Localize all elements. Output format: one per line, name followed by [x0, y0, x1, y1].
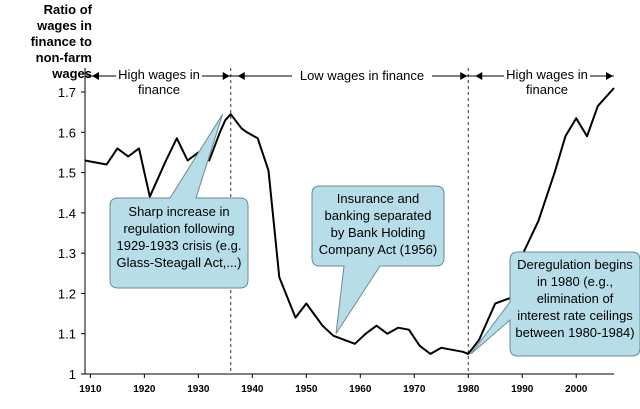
- x-tick-label: 1910: [79, 384, 102, 395]
- y-tick-label: 1.4: [58, 206, 76, 221]
- y-tick-label: 1.3: [58, 246, 76, 261]
- callout-text-glass-steagall: Sharp increase in regulation following 1…: [116, 204, 242, 270]
- callout-deregulation: [470, 251, 640, 357]
- tick-labels: 1 1.1 1.2 1.3 1.4 1.5 1.6 1.7 1910 1920 1930 1940 19…: [58, 85, 588, 395]
- y-tick-label: 1.2: [58, 286, 76, 301]
- arrow-head: [475, 72, 483, 80]
- axes: [84, 68, 614, 375]
- era-label-low-wages: Low wages in finance: [299, 68, 425, 83]
- x-tick-label: 1950: [295, 384, 318, 395]
- callout-text-bhc-act: Insurance and banking separated by Bank …: [318, 191, 438, 257]
- arrow-head: [222, 72, 230, 80]
- arrow-head: [237, 72, 245, 80]
- x-tick-label: 1970: [403, 384, 426, 395]
- y-tick-label: 1.5: [58, 166, 76, 181]
- y-tick-label: 1.6: [58, 125, 76, 140]
- y-tick-label: 1.1: [58, 327, 76, 342]
- x-tick-label: 1990: [511, 384, 534, 395]
- era-arrows: [85, 72, 614, 80]
- x-tick-label: 1930: [187, 384, 210, 395]
- x-tick-label: 1960: [349, 384, 372, 395]
- x-tick-label: 2000: [565, 384, 588, 395]
- arrow-head: [606, 72, 613, 80]
- x-tick-label: 1940: [241, 384, 264, 395]
- arrow-head: [92, 72, 99, 80]
- callout-glass-steagall: [109, 113, 249, 289]
- y-axis-label: Ratio of wages in finance to non-farm wa…: [30, 2, 92, 81]
- callout-text-deregulation: Deregulation begins in 1980 (e.g., elimi…: [515, 257, 635, 340]
- x-tick-label: 1980: [457, 384, 480, 395]
- arrow-head: [460, 72, 468, 80]
- callouts: [109, 113, 640, 357]
- y-tick-label: 1: [69, 367, 76, 382]
- callout-bhc-act: [311, 185, 445, 334]
- era-label-high-wages-early: High wages in finance: [118, 67, 200, 97]
- y-tick-label: 1.7: [58, 85, 76, 100]
- x-tick-label: 1920: [133, 384, 156, 395]
- era-label-high-wages-late: High wages in finance: [506, 67, 588, 97]
